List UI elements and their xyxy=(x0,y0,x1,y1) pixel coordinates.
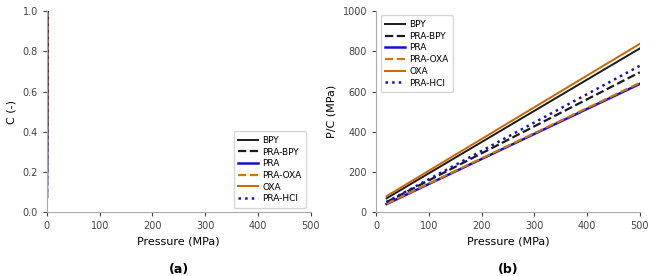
Line: PRA-BPY: PRA-BPY xyxy=(386,72,640,202)
BPY xyxy=(411,180,419,183)
PRA-OXA xyxy=(43,195,51,198)
PRA-BPY xyxy=(382,200,390,204)
PRA xyxy=(382,202,390,206)
PRA-BPY xyxy=(480,151,487,154)
PRA xyxy=(631,85,639,88)
PRA-HCI xyxy=(604,81,611,85)
PRA-HCI xyxy=(480,148,487,152)
PRA-HCI xyxy=(636,64,644,67)
Line: OXA: OXA xyxy=(386,44,640,196)
Line: PRA-HCI: PRA-HCI xyxy=(47,0,311,198)
PRA-HCI xyxy=(411,185,419,188)
OXA xyxy=(480,136,487,139)
Legend: BPY, PRA-BPY, PRA, PRA-OXA, OXA, PRA-HCI: BPY, PRA-BPY, PRA, PRA-OXA, OXA, PRA-HCI xyxy=(380,15,453,92)
PRA-BPY xyxy=(411,186,419,189)
Line: PRA-HCI: PRA-HCI xyxy=(386,66,640,202)
PRA-HCI xyxy=(382,200,390,204)
PRA xyxy=(426,182,434,185)
X-axis label: Pressure (MPa): Pressure (MPa) xyxy=(138,237,220,247)
BPY xyxy=(604,66,611,69)
PRA xyxy=(636,82,644,86)
OXA xyxy=(426,168,434,171)
BPY xyxy=(636,47,644,50)
OXA xyxy=(411,177,419,181)
OXA xyxy=(631,45,639,49)
PRA-OXA xyxy=(491,150,499,154)
BPY xyxy=(480,139,487,142)
PRA-OXA xyxy=(426,181,434,184)
PRA-OXA xyxy=(411,188,419,192)
BPY xyxy=(631,50,639,53)
BPY xyxy=(43,198,51,201)
OXA xyxy=(491,129,499,133)
Line: PRA-OXA: PRA-OXA xyxy=(47,0,311,197)
Text: (a): (a) xyxy=(169,263,189,276)
Text: (b): (b) xyxy=(498,263,518,276)
Line: OXA: OXA xyxy=(47,0,311,200)
OXA xyxy=(43,198,51,201)
PRA xyxy=(604,98,611,101)
PRA-BPY xyxy=(43,196,51,199)
PRA-BPY xyxy=(491,145,499,148)
Y-axis label: C (-): C (-) xyxy=(7,100,17,124)
PRA xyxy=(43,195,51,198)
Y-axis label: P/C (MPa): P/C (MPa) xyxy=(327,85,337,138)
Line: BPY: BPY xyxy=(47,0,311,200)
PRA-BPY xyxy=(636,71,644,74)
OXA xyxy=(382,195,390,198)
PRA-HCI xyxy=(426,177,434,180)
PRA-HCI xyxy=(631,67,639,70)
Line: PRA-OXA: PRA-OXA xyxy=(386,83,640,204)
PRA-BPY xyxy=(604,87,611,91)
OXA xyxy=(636,42,644,46)
BPY xyxy=(426,171,434,174)
PRA-OXA xyxy=(382,202,390,205)
PRA-BPY xyxy=(426,178,434,181)
Line: PRA: PRA xyxy=(386,84,640,204)
Line: PRA-BPY: PRA-BPY xyxy=(47,0,311,197)
Line: BPY: BPY xyxy=(386,48,640,198)
PRA-OXA xyxy=(631,84,639,87)
PRA-HCI xyxy=(491,142,499,145)
PRA-OXA xyxy=(604,97,611,100)
OXA xyxy=(604,62,611,65)
PRA-BPY xyxy=(631,73,639,76)
PRA xyxy=(491,151,499,155)
BPY xyxy=(382,197,390,200)
Line: PRA: PRA xyxy=(47,0,311,196)
PRA-OXA xyxy=(480,156,487,159)
X-axis label: Pressure (MPa): Pressure (MPa) xyxy=(466,237,549,247)
PRA xyxy=(411,189,419,192)
Legend: BPY, PRA-BPY, PRA, PRA-OXA, OXA, PRA-HCI: BPY, PRA-BPY, PRA, PRA-OXA, OXA, PRA-HCI xyxy=(234,131,306,208)
PRA-HCI xyxy=(43,197,51,200)
BPY xyxy=(491,133,499,136)
PRA xyxy=(480,156,487,160)
PRA-OXA xyxy=(636,81,644,84)
